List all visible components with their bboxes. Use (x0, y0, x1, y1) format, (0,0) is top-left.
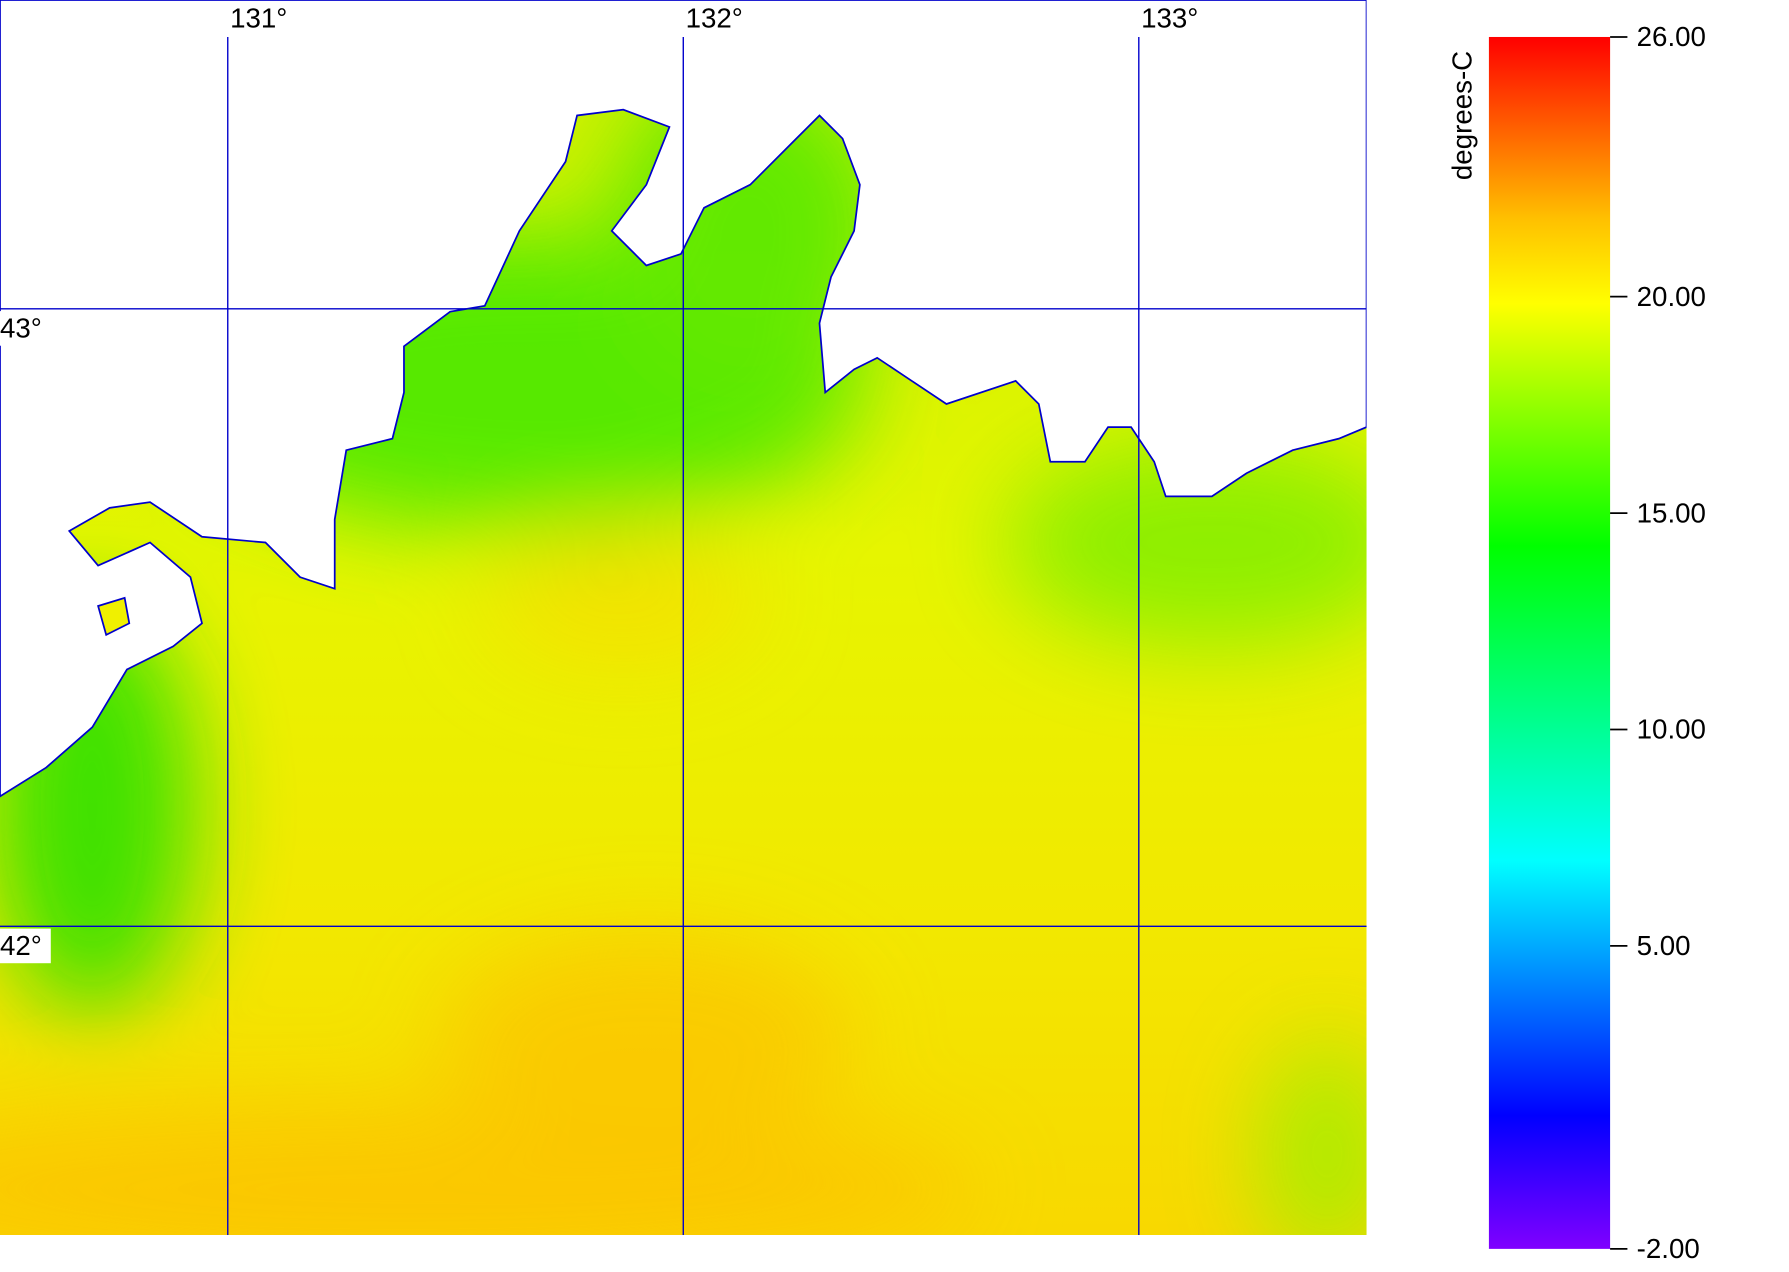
graticule: 131° 132° 133° 43° 42° (0, 3, 1367, 1236)
colorbar-label: degrees-C (1447, 51, 1478, 180)
colorbar-tick-label: 10.00 (1637, 714, 1706, 745)
longitude-label: 131° (230, 3, 287, 34)
latitude-label: 43° (0, 313, 42, 344)
colorbar-tick-label: 20.00 (1637, 281, 1706, 312)
latitude-label-bg (0, 311, 51, 346)
colorbar-tick-label: 15.00 (1637, 497, 1706, 528)
sst-field (0, 0, 1367, 1236)
latitude-label: 42° (0, 930, 42, 961)
colorbar (1488, 36, 1611, 1249)
colorbar-tick-label: -2.00 (1637, 1233, 1700, 1264)
longitude-label: 133° (1141, 3, 1198, 34)
colorbar-tick-label: 5.00 (1637, 930, 1691, 961)
colorbar-tick-label: 26.00 (1637, 21, 1706, 52)
longitude-label: 132° (686, 3, 743, 34)
latitude-label-bg (0, 928, 51, 964)
